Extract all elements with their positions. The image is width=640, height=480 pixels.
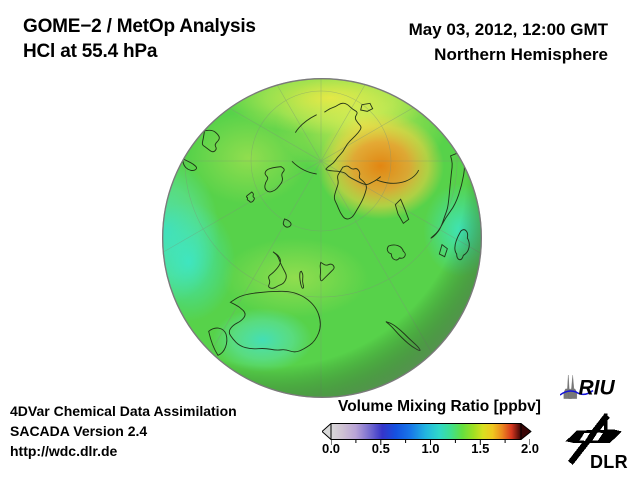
- svg-text:DLR: DLR: [590, 452, 628, 472]
- svg-text:RIU: RIU: [579, 377, 616, 400]
